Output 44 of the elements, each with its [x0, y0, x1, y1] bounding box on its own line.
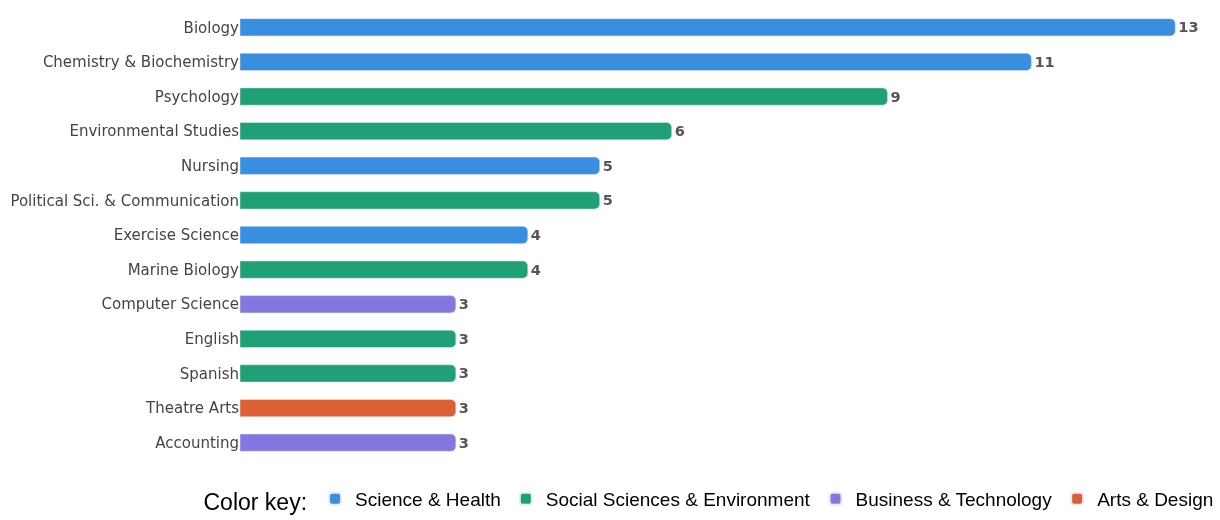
- legend-title: Color key:: [203, 488, 308, 515]
- y-tick-label: Psychology: [154, 87, 240, 106]
- data-label: 9: [890, 87, 901, 105]
- bar: [240, 399, 457, 417]
- data-label: 4: [530, 226, 541, 244]
- y-tick-label: Nursing: [181, 157, 239, 176]
- bar: [240, 53, 1032, 71]
- y-tick-label: Environmental Studies: [69, 122, 240, 141]
- data-label: 5: [602, 191, 613, 209]
- legend-label: Business & Technology: [855, 489, 1053, 511]
- bar: [240, 156, 600, 175]
- bar: [240, 18, 1176, 37]
- bar: [240, 191, 600, 210]
- y-tick-label: Political Sci. & Communication: [10, 191, 239, 210]
- data-label: 3: [458, 329, 469, 347]
- bar: [240, 364, 457, 383]
- bar: [240, 122, 672, 141]
- data-label: 3: [458, 364, 469, 382]
- y-tick-label: Accounting: [155, 433, 239, 452]
- legend-label: Social Sciences & Environment: [545, 489, 811, 511]
- y-tick-label: Theatre Arts: [145, 399, 240, 418]
- bar: [240, 329, 457, 348]
- data-label: 6: [674, 122, 685, 140]
- y-tick-label: Spanish: [179, 364, 239, 383]
- y-tick-label: Chemistry & Biochemistry: [42, 53, 240, 72]
- bar: [240, 295, 457, 314]
- y-tick-label: Marine Biology: [127, 260, 240, 279]
- bar: [240, 260, 529, 279]
- y-tick-label: Biology: [183, 18, 240, 37]
- data-label: 5: [602, 156, 613, 174]
- y-tick-label: English: [184, 330, 239, 349]
- y-tick-label: Exercise Science: [113, 226, 239, 245]
- bar: [240, 87, 888, 106]
- data-label: 13: [1178, 18, 1199, 36]
- bar: [240, 433, 457, 452]
- legend-label: Arts & Design: [1097, 489, 1214, 511]
- legend-label: Science & Health: [355, 489, 501, 511]
- data-label: 3: [458, 399, 469, 417]
- bar: [240, 226, 529, 244]
- y-tick-label: Computer Science: [101, 295, 239, 314]
- data-label: 3: [458, 295, 469, 313]
- data-label: 4: [530, 260, 541, 278]
- data-label: 11: [1034, 52, 1055, 70]
- data-label: 3: [458, 433, 469, 451]
